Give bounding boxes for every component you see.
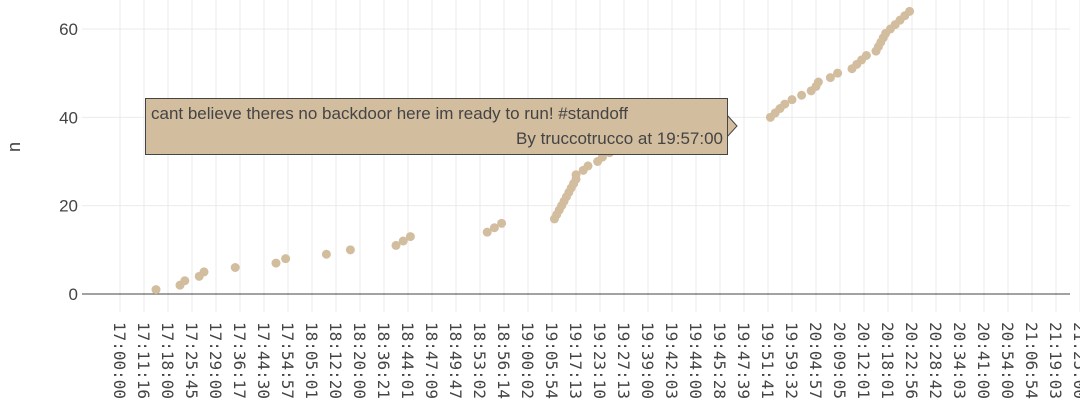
data-point[interactable] (489, 223, 499, 233)
data-point[interactable] (825, 73, 835, 83)
x-tick-label: 20:12:01 (854, 322, 873, 399)
data-point[interactable] (497, 218, 507, 228)
y-tick-label: 60 (59, 20, 78, 39)
data-point[interactable] (797, 90, 807, 100)
y-tick-label: 0 (69, 285, 78, 304)
tooltip-arrow (726, 113, 738, 139)
data-point[interactable] (833, 68, 843, 78)
data-point[interactable] (345, 245, 355, 255)
data-point[interactable] (405, 232, 415, 242)
data-point[interactable] (787, 95, 797, 105)
x-tick-label: 17:36:17 (230, 322, 249, 399)
x-tick-label: 19:47:39 (734, 322, 753, 399)
data-point[interactable] (813, 77, 823, 87)
x-tick-label: 17:11:16 (134, 322, 153, 399)
y-tick-label: 20 (59, 197, 78, 216)
tooltip-text: cant believe theres no backdoor here im … (151, 104, 628, 123)
x-tick-label: 18:49:47 (446, 322, 465, 399)
grid-lines (82, 0, 1080, 312)
x-tick-label: 21:19:03 (1046, 322, 1065, 399)
x-tick-label: 17:54:57 (278, 322, 297, 399)
data-point[interactable] (230, 263, 240, 272)
x-tick-label: 18:56:14 (494, 322, 513, 399)
x-tick-label: 19:23:10 (590, 322, 609, 399)
x-tick-label: 19:42:03 (662, 322, 681, 399)
x-tick-label: 20:18:01 (878, 322, 897, 399)
x-tick-label: 18:05:01 (302, 322, 321, 399)
x-tick-label: 20:22:56 (902, 322, 921, 399)
data-point[interactable] (905, 6, 915, 16)
x-axis-ticks: 17:00:00 17:11:16 17:18:00 17:25:45 17:29:00… (110, 322, 1080, 399)
x-tick-label: 18:47:09 (422, 322, 441, 399)
data-point[interactable] (180, 276, 190, 286)
x-tick-label: 17:18:00 (158, 322, 177, 399)
tooltip-byline: By truccotrucco at 19:57:00 (516, 129, 723, 148)
x-tick-label: 20:34:03 (950, 322, 969, 399)
data-point[interactable] (151, 285, 161, 295)
x-tick-label: 21:25:00 (1070, 322, 1080, 399)
x-tick-label: 17:29:00 (206, 322, 225, 399)
x-tick-label: 20:41:00 (974, 322, 993, 399)
y-axis-ticks: 0 20 40 60 (59, 20, 78, 304)
y-tick-label: 40 (59, 108, 78, 127)
x-tick-label: 19:59:32 (782, 322, 801, 399)
x-tick-label: 19:27:13 (614, 322, 633, 399)
x-tick-label: 17:44:30 (254, 322, 273, 399)
x-tick-label: 20:54:00 (998, 322, 1017, 399)
x-tick-label: 18:44:01 (398, 322, 417, 399)
x-tick-label: 20:09:05 (830, 322, 849, 399)
x-tick-label: 19:45:28 (710, 322, 729, 399)
x-tick-label: 18:36:21 (374, 322, 393, 399)
x-tick-label: 19:17:13 (566, 322, 585, 399)
x-tick-label: 19:05:54 (542, 322, 561, 399)
x-tick-label: 18:12:20 (326, 322, 345, 399)
x-tick-label: 17:25:45 (182, 322, 201, 399)
x-tick-label: 19:00:02 (518, 322, 537, 399)
data-point[interactable] (861, 51, 871, 60)
data-point[interactable] (391, 240, 401, 250)
data-point[interactable] (281, 254, 291, 264)
x-tick-label: 21:06:54 (1022, 322, 1041, 399)
x-tick-label: 18:53:02 (470, 322, 489, 399)
x-tick-label: 17:00:00 (110, 322, 129, 399)
x-tick-label: 19:51:41 (758, 322, 777, 399)
data-point[interactable] (321, 249, 331, 259)
data-point[interactable] (398, 236, 408, 246)
x-tick-label: 18:20:00 (350, 322, 369, 399)
data-point[interactable] (199, 267, 209, 277)
data-point[interactable] (583, 161, 593, 171)
data-point[interactable] (780, 99, 790, 109)
hover-tooltip: cant believe theres no backdoor here im … (145, 98, 728, 155)
x-tick-label: 20:04:57 (806, 322, 825, 399)
x-tick-label: 20:28:42 (926, 322, 945, 399)
data-point[interactable] (271, 258, 281, 268)
x-tick-label: 19:44:00 (686, 322, 705, 399)
data-point[interactable] (571, 170, 581, 180)
x-tick-label: 19:39:00 (638, 322, 657, 399)
y-axis-label: n (4, 142, 24, 152)
data-point[interactable] (482, 227, 492, 237)
